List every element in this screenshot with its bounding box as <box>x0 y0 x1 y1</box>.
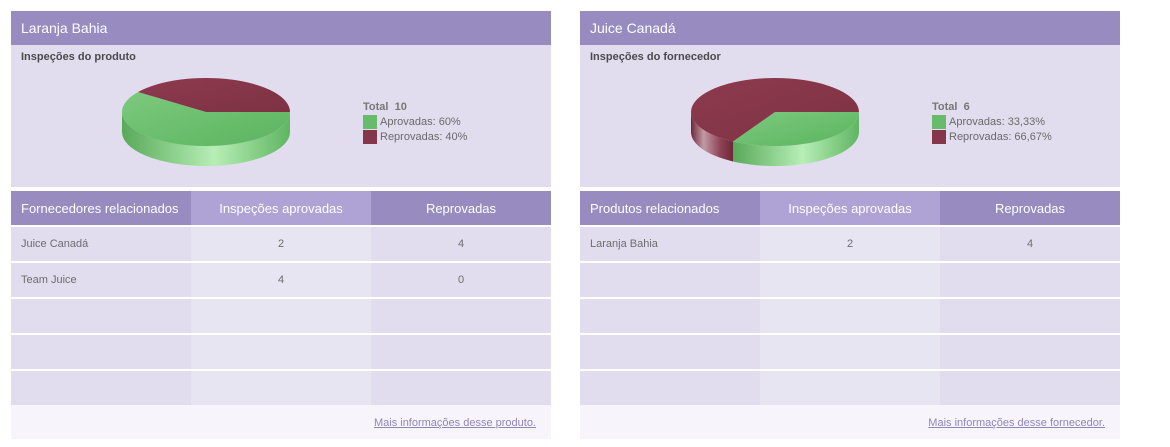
more-info-supplier-link[interactable]: Mais informações desse fornecedor. <box>928 417 1105 429</box>
table-row-empty <box>580 369 1120 405</box>
table-row-empty <box>11 297 551 334</box>
table-row-empty <box>580 333 1120 370</box>
table-row[interactable]: Laranja Bahia 2 4 <box>580 225 1120 262</box>
rejected-count-cell: 0 <box>371 261 551 298</box>
empty-cell <box>191 369 371 405</box>
pie-slice-approved-side <box>122 112 290 166</box>
table-row-empty <box>580 297 1120 334</box>
empty-cell <box>11 369 191 405</box>
product-name-cell: Laranja Bahia <box>580 225 760 262</box>
table-row[interactable]: Juice Canadá 2 4 <box>11 225 551 262</box>
chart-area: Inspeções do produto Total 10 Aprovadas:… <box>11 45 551 187</box>
supplier-name-cell: Juice Canadá <box>11 225 191 262</box>
empty-cell <box>760 369 940 405</box>
column-header[interactable]: Inspeções aprovadas <box>191 191 371 226</box>
table-row[interactable]: Team Juice 4 0 <box>11 261 551 298</box>
approved-count-cell: 2 <box>191 225 371 262</box>
empty-cell <box>191 297 371 334</box>
legend-label: Aprovadas: 60% <box>380 115 461 128</box>
legend-total-value: 10 <box>394 101 407 113</box>
related-products-table: Produtos relacionados Inspeções aprovada… <box>580 191 1120 405</box>
pie-slice-rejected-side <box>691 112 734 162</box>
empty-cell <box>760 333 940 370</box>
empty-cell <box>580 261 760 298</box>
pie-chart <box>121 78 290 166</box>
empty-cell <box>191 333 371 370</box>
rejected-swatch <box>932 129 946 144</box>
panel-title: Juice Canadá <box>580 11 1120 45</box>
legend-item-approved: Aprovadas: 33,33% <box>932 114 1052 129</box>
legend-item-approved: Aprovadas: 60% <box>363 114 467 129</box>
empty-cell <box>940 261 1120 298</box>
product-panel: Laranja Bahia Inspeções do produto Total… <box>11 11 551 439</box>
rejected-count-cell: 4 <box>940 225 1120 262</box>
pie-chart <box>691 78 859 166</box>
empty-cell <box>11 297 191 334</box>
table-header-row: Produtos relacionados Inspeções aprovada… <box>580 191 1120 226</box>
rejected-swatch <box>363 129 377 144</box>
column-header[interactable]: Produtos relacionados <box>580 191 760 226</box>
legend-total: Total 10 <box>363 101 467 113</box>
panel-title: Laranja Bahia <box>11 11 551 45</box>
empty-cell <box>580 333 760 370</box>
empty-cell <box>580 369 760 405</box>
table-row-empty <box>11 333 551 370</box>
empty-cell <box>371 369 551 405</box>
legend-total-label: Total <box>932 101 958 113</box>
empty-cell <box>580 297 760 334</box>
legend-item-rejected: Reprovadas: 40% <box>363 129 467 144</box>
approved-swatch <box>932 114 946 129</box>
pie-slice-approved[interactable] <box>733 112 859 146</box>
approved-swatch <box>363 114 377 129</box>
chart-area: Inspeções do fornecedor Total 6 Aprovada… <box>580 45 1120 187</box>
table-row-empty <box>11 369 551 405</box>
legend-total-label: Total <box>363 101 389 113</box>
pie-slice-rejected[interactable] <box>138 78 290 112</box>
column-header[interactable]: Fornecedores relacionados <box>11 191 191 226</box>
pie-slice-rejected[interactable] <box>691 78 859 142</box>
pie-slice-approved[interactable] <box>121 92 290 147</box>
approved-count-cell: 2 <box>760 225 940 262</box>
rejected-count-cell: 4 <box>371 225 551 262</box>
empty-cell <box>760 261 940 298</box>
chart-title: Inspeções do produto <box>21 51 136 63</box>
table-row-empty <box>580 261 1120 298</box>
legend-label: Reprovadas: 40% <box>380 130 468 143</box>
more-info-product-link[interactable]: Mais informações desse produto. <box>373 417 536 429</box>
legend-total: Total 6 <box>932 101 1052 113</box>
supplier-name-cell: Team Juice <box>11 261 191 298</box>
empty-cell <box>371 297 551 334</box>
legend-label: Reprovadas: 66,67% <box>949 130 1052 143</box>
legend-label: Aprovadas: 33,33% <box>949 115 1046 128</box>
column-header[interactable]: Reprovadas <box>940 191 1120 226</box>
legend-total-value: 6 <box>963 101 970 113</box>
empty-cell <box>371 333 551 370</box>
related-suppliers-table: Fornecedores relacionados Inspeções apro… <box>11 191 551 405</box>
column-header[interactable]: Reprovadas <box>371 191 551 226</box>
column-header[interactable]: Inspeções aprovadas <box>760 191 940 226</box>
approved-count-cell: 4 <box>191 261 371 298</box>
panel-footer: Mais informações desse fornecedor. <box>580 405 1120 439</box>
empty-cell <box>940 369 1120 405</box>
panel-footer: Mais informações desse produto. <box>11 405 551 439</box>
chart-title: Inspeções do fornecedor <box>590 51 721 63</box>
legend-item-rejected: Reprovadas: 66,67% <box>932 129 1052 144</box>
chart-legend: Total 6 Aprovadas: 33,33% Reprovadas: 66… <box>932 101 1052 144</box>
chart-legend: Total 10 Aprovadas: 60% Reprovadas: 40% <box>363 101 467 144</box>
empty-cell <box>11 333 191 370</box>
empty-cell <box>940 333 1120 370</box>
empty-cell <box>760 297 940 334</box>
supplier-panel: Juice Canadá Inspeções do fornecedor Tot… <box>580 11 1120 439</box>
pie-slice-approved-side <box>733 112 859 166</box>
empty-cell <box>940 297 1120 334</box>
table-header-row: Fornecedores relacionados Inspeções apro… <box>11 191 551 226</box>
